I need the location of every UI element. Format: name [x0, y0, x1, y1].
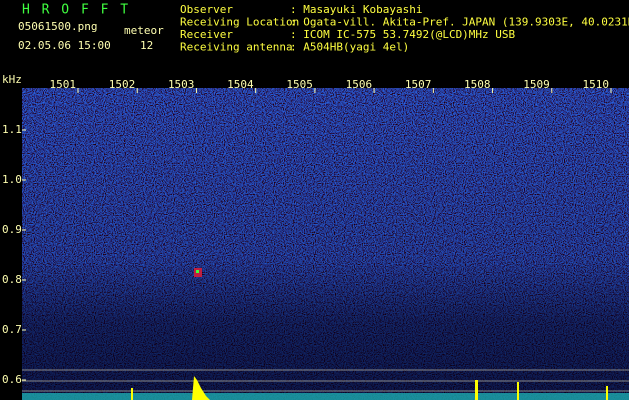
x-tick-label: 1505: [286, 78, 313, 91]
file-name: 05061500.png: [18, 20, 97, 33]
echo-peak: [196, 270, 199, 273]
info-value: : Ogata-vill. Akita-Pref. JAPAN (139.930…: [290, 16, 629, 29]
y-tick-label: 0.6: [2, 373, 22, 386]
y-unit: kHz: [2, 73, 22, 86]
info-value: : Masayuki Kobayashi: [290, 3, 422, 16]
info-label: Receiving antenna: [180, 41, 293, 54]
x-tick-label: 1502: [109, 78, 136, 91]
spectrogram-shade: [22, 88, 629, 400]
level-lines: [22, 369, 629, 392]
peak: [475, 380, 478, 400]
y-tick-label: 0.9: [2, 223, 22, 236]
meteor-echo: [194, 268, 202, 277]
x-tick-label: 1506: [346, 78, 373, 91]
meteor-label: meteor: [124, 24, 164, 37]
meteor-count: 12: [140, 39, 153, 52]
header-bg: [0, 0, 629, 88]
x-tick-label: 1507: [405, 78, 432, 91]
info-value: : A504HB(yagi 4el): [290, 41, 409, 54]
x-tick-label: 1504: [227, 78, 254, 91]
signal-peaks: [131, 376, 608, 400]
x-tick-label: 1510: [583, 78, 610, 91]
x-tick-label: 1501: [50, 78, 77, 91]
x-tick-label: 1508: [464, 78, 491, 91]
date-time: 02.05.06 15:00: [18, 39, 111, 52]
info-label: Receiving Location: [180, 16, 299, 29]
info-label: Receiver: [180, 28, 233, 41]
program-name: H R O F F T: [22, 3, 130, 18]
y-tick-label: 0.8: [2, 273, 22, 286]
x-tick-label: 1503: [168, 78, 195, 91]
peak: [131, 388, 133, 400]
peak: [192, 376, 210, 400]
peak: [606, 386, 608, 400]
info-label: Observer: [180, 3, 233, 16]
peak: [517, 382, 519, 400]
y-tick-label: 1.1: [2, 123, 22, 136]
x-tick-label: 1509: [523, 78, 550, 91]
y-tick-label: 0.7: [2, 323, 22, 336]
info-value: : ICOM IC-575 53.7492(@LCD)MHz USB: [290, 28, 516, 41]
signal-trace: [22, 393, 629, 400]
y-tick-label: 1.0: [2, 173, 22, 186]
